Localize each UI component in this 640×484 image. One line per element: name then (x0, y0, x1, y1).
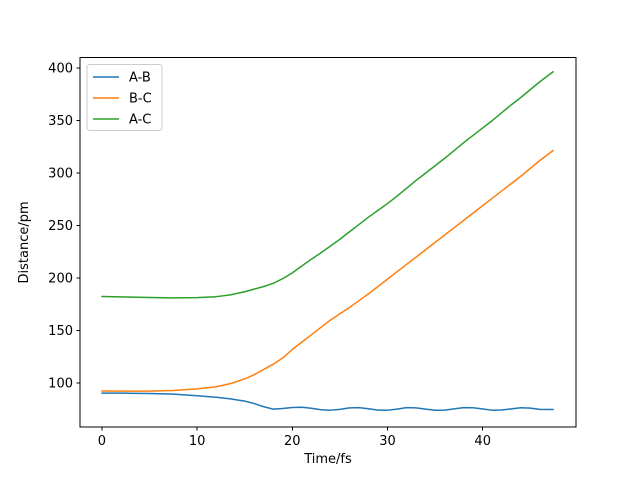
y-tick-label: 200 (48, 272, 73, 287)
x-tick-label: 0 (98, 434, 106, 449)
y-tick-label: 100 (48, 377, 73, 392)
y-tick-label: 150 (48, 324, 73, 339)
y-tick-label: 300 (48, 167, 73, 182)
series-line-A-B (101, 392, 554, 412)
y-axis-label: Distance/pm (17, 201, 32, 283)
series-line-A-C (101, 71, 554, 299)
legend-box (86, 64, 163, 131)
legend-label-A-B: A-B (129, 71, 151, 86)
legend: A-B B-C A-C (86, 64, 163, 131)
y-tick-label: 350 (48, 114, 73, 129)
y-tick-label: 250 (48, 219, 73, 234)
series-line-B-C (101, 149, 554, 392)
x-tick-label: 20 (284, 434, 301, 449)
plot-area: 0 10 20 30 40 100 150 200 250 300 350 400 A-B B-C A-C (48, 57, 577, 449)
x-tick-label: 10 (189, 434, 206, 449)
legend-label-A-C: A-C (129, 113, 151, 128)
legend-label-B-C: B-C (129, 92, 152, 107)
x-tick-label: 40 (474, 434, 491, 449)
x-tick-label: 30 (379, 434, 396, 449)
y-tick-label: 400 (48, 62, 73, 77)
x-axis-label: Time/fs (303, 452, 352, 467)
